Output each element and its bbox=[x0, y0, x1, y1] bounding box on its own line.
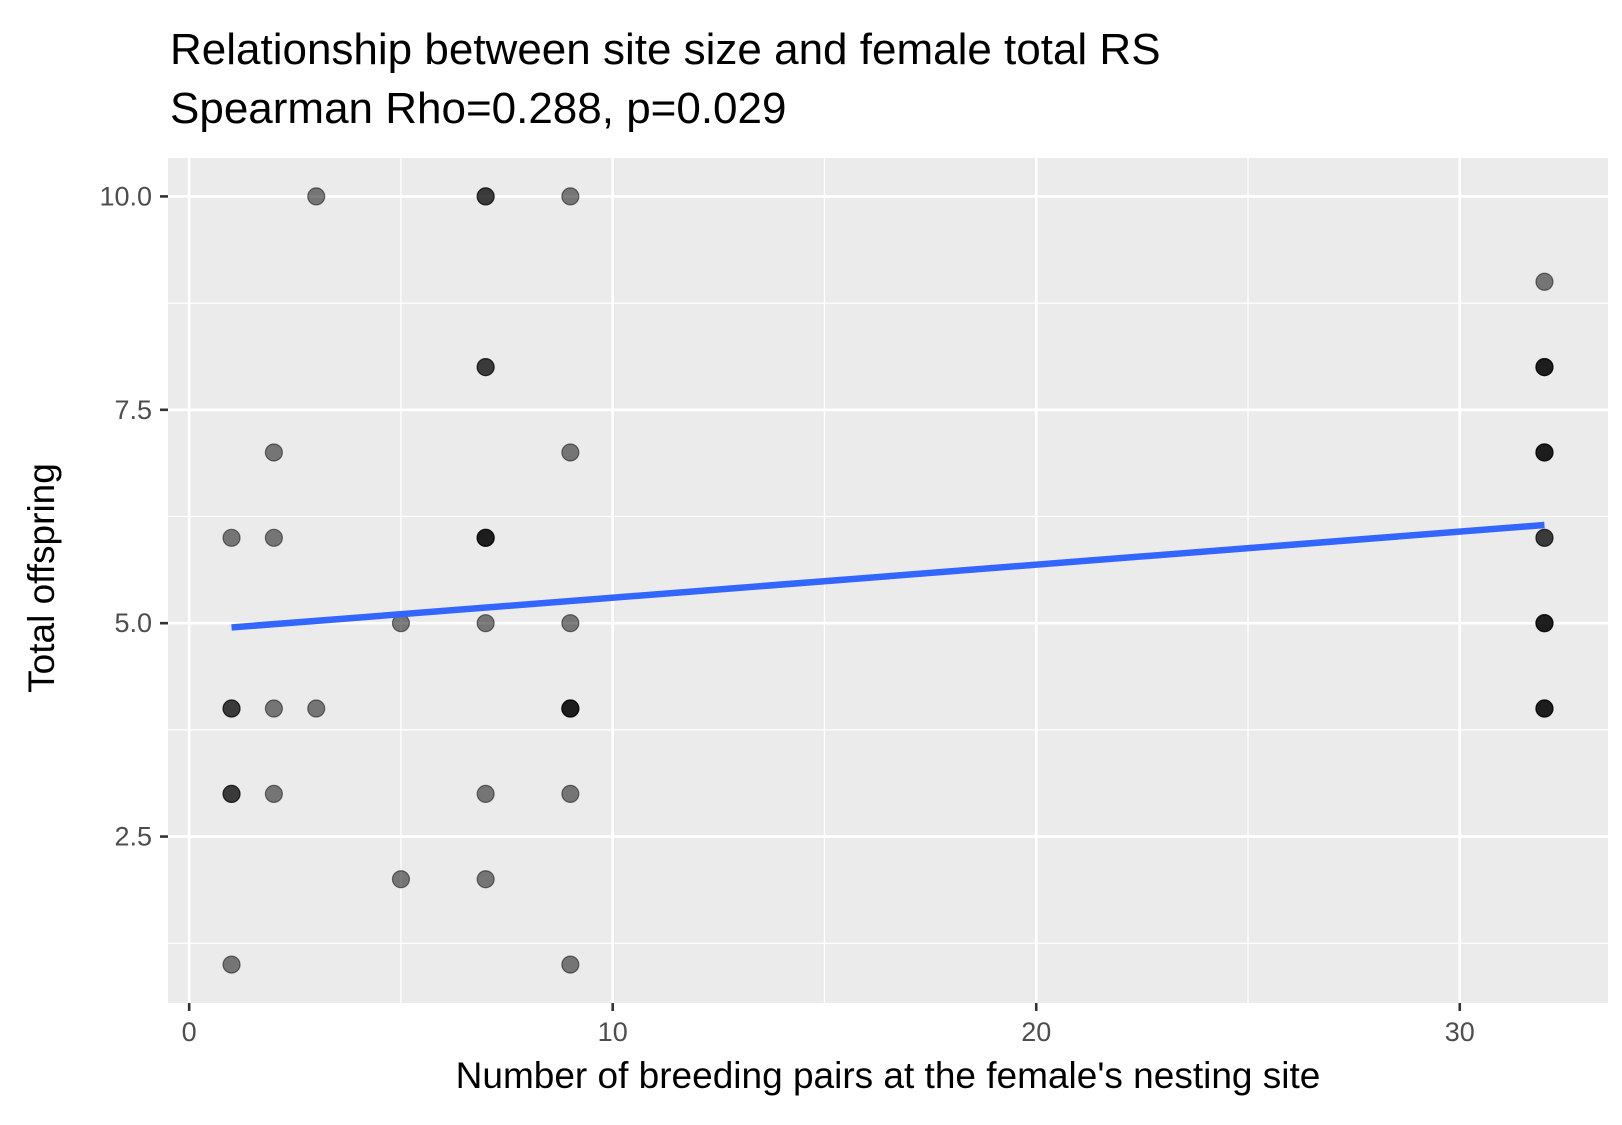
data-point bbox=[307, 699, 326, 718]
data-point bbox=[561, 187, 580, 206]
data-point bbox=[222, 955, 241, 974]
data-point bbox=[264, 699, 283, 718]
data-point bbox=[307, 187, 326, 206]
data-point bbox=[476, 870, 495, 889]
y-axis: 2.5 5.0 7.5 10.0 bbox=[99, 181, 168, 852]
data-point bbox=[222, 699, 241, 718]
data-points bbox=[222, 187, 1554, 974]
data-point bbox=[476, 784, 495, 803]
y-tick-label: 5.0 bbox=[114, 608, 152, 638]
trend-line bbox=[231, 521, 1545, 631]
trend-line-group bbox=[231, 521, 1545, 631]
chart-subtitle: Spearman Rho=0.288, p=0.029 bbox=[170, 84, 786, 133]
data-point bbox=[391, 870, 411, 889]
y-tick-label: 2.5 bbox=[114, 822, 152, 852]
major-gridlines bbox=[168, 158, 1608, 1003]
data-point bbox=[1535, 443, 1554, 462]
data-point bbox=[222, 784, 241, 803]
x-axis-title: Number of breeding pairs at the female's… bbox=[456, 1055, 1321, 1096]
data-point bbox=[1535, 614, 1554, 633]
data-point bbox=[476, 528, 495, 547]
x-tick-label: 0 bbox=[182, 1017, 197, 1047]
x-tick-label: 20 bbox=[1021, 1017, 1051, 1047]
y-axis-title: Total offspring bbox=[21, 463, 62, 693]
data-point bbox=[1535, 272, 1554, 291]
data-point bbox=[561, 443, 580, 462]
data-point bbox=[1535, 358, 1554, 377]
data-point bbox=[476, 187, 495, 206]
data-point bbox=[264, 528, 283, 547]
plot-panel bbox=[168, 158, 1608, 1003]
data-point bbox=[222, 528, 241, 547]
data-point bbox=[1535, 528, 1554, 547]
x-tick-label: 30 bbox=[1445, 1017, 1475, 1047]
data-point bbox=[264, 784, 283, 803]
data-point bbox=[561, 614, 580, 633]
y-tick-label: 10.0 bbox=[99, 181, 152, 211]
data-point bbox=[561, 784, 580, 803]
data-point bbox=[476, 358, 495, 377]
x-axis: 0 10 20 30 bbox=[182, 1003, 1475, 1047]
data-point bbox=[561, 699, 580, 718]
chart-title: Relationship between site size and femal… bbox=[170, 25, 1161, 74]
data-point bbox=[1535, 699, 1554, 718]
data-point bbox=[476, 614, 495, 633]
data-point bbox=[264, 443, 283, 462]
y-tick-label: 7.5 bbox=[114, 395, 152, 425]
data-point bbox=[561, 955, 580, 974]
x-tick-label: 10 bbox=[598, 1017, 628, 1047]
